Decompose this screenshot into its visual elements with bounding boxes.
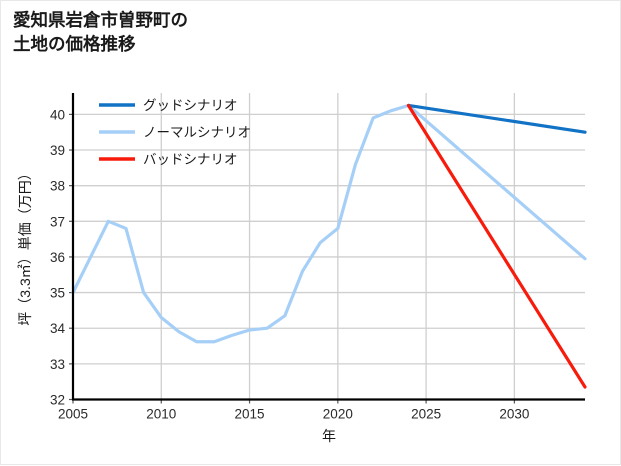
svg-text:2015: 2015 [235, 407, 265, 422]
svg-text:32: 32 [50, 393, 65, 408]
x-axis-ticks: 2005 2010 2015 2020 2025 2030 [58, 399, 529, 422]
series-line-2 [406, 103, 587, 389]
svg-text:37: 37 [50, 214, 65, 229]
y-axis-ticks: 32 33 34 35 36 37 38 39 40 [50, 107, 73, 408]
series-lines [71, 103, 587, 389]
svg-text:33: 33 [50, 357, 65, 372]
svg-text:36: 36 [50, 250, 65, 265]
y-axis-label: 坪（3.3㎡）単価（万円） [17, 166, 33, 325]
series-line-0 [406, 103, 587, 134]
svg-text:40: 40 [50, 107, 65, 122]
series-line-1 [71, 103, 587, 344]
svg-text:2005: 2005 [58, 407, 88, 422]
legend-label-0: グッドシナリオ [143, 98, 238, 113]
legend-label-1: ノーマルシナリオ [143, 125, 251, 140]
svg-text:34: 34 [50, 321, 66, 336]
legend-label-2: バッドシナリオ [143, 152, 238, 167]
svg-text:38: 38 [50, 179, 65, 194]
page-title: 愛知県岩倉市曽野町の 土地の価格推移 [13, 10, 188, 54]
svg-text:2020: 2020 [323, 407, 353, 422]
svg-text:2025: 2025 [411, 407, 441, 422]
svg-text:39: 39 [50, 143, 65, 158]
svg-text:2010: 2010 [146, 407, 176, 422]
svg-text:2030: 2030 [499, 407, 529, 422]
axis-lines [71, 93, 585, 401]
x-axis-label: 年 [322, 428, 336, 444]
svg-text:35: 35 [50, 286, 65, 301]
